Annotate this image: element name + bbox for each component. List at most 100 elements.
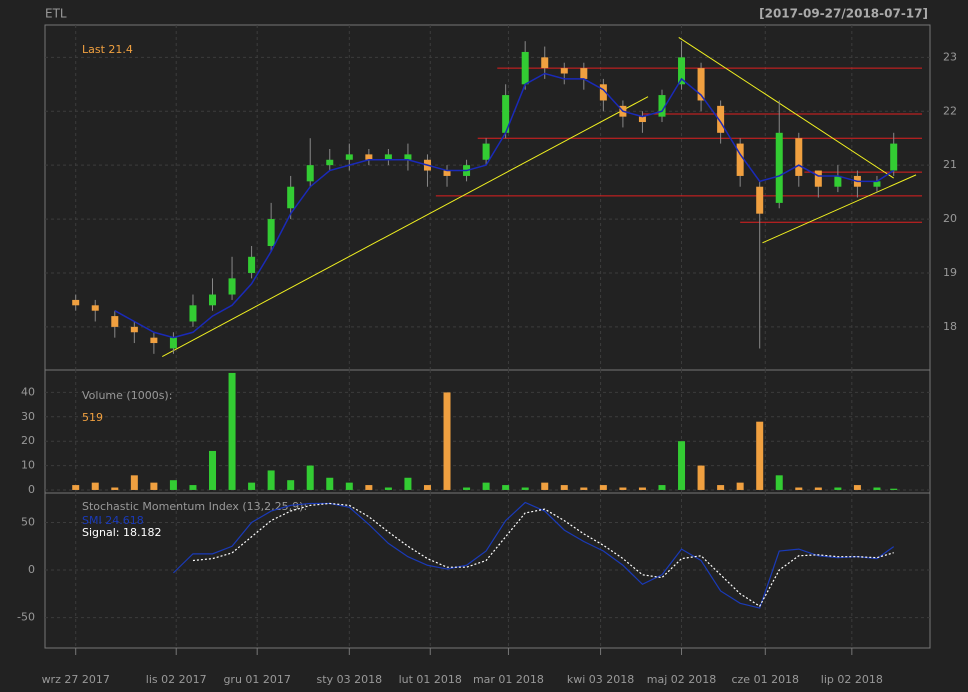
x-tick-label: lip 02 2018 — [821, 673, 883, 686]
candle-body — [638, 116, 646, 123]
volume-bar — [404, 477, 412, 490]
volume-bar — [443, 392, 451, 490]
volume-bar — [697, 465, 705, 490]
volume-bar — [365, 485, 373, 490]
volume-bar — [306, 465, 314, 490]
candle-body — [678, 57, 686, 85]
volume-bar — [169, 480, 177, 490]
y-tick-label: 30 — [21, 410, 35, 423]
volume-bar — [756, 421, 764, 490]
candle-body — [228, 278, 236, 295]
volume-bar — [795, 487, 803, 490]
panel-title: Volume (1000s): — [82, 389, 172, 402]
candle-body — [482, 143, 490, 160]
candle-body — [111, 316, 119, 327]
volume-bar — [580, 487, 588, 490]
volume-bar — [209, 450, 217, 490]
candle-body — [521, 51, 529, 85]
candle-body — [248, 256, 256, 273]
volume-bar — [638, 487, 646, 490]
candle-body — [795, 138, 803, 176]
y-tick-label: 23 — [943, 50, 957, 63]
y-tick-label: 19 — [943, 266, 957, 279]
candle-body — [775, 132, 783, 203]
trend-line — [762, 174, 917, 244]
candle-body — [658, 95, 666, 117]
y-tick-label: 10 — [21, 459, 35, 472]
y-tick-label: 40 — [21, 385, 35, 398]
volume-bar — [560, 485, 568, 490]
volume-bar — [853, 485, 861, 490]
volume-bar — [541, 482, 549, 490]
x-tick-label: wrz 27 2017 — [42, 673, 110, 686]
y-tick-label: 20 — [21, 434, 35, 447]
legend-label: Signal: 18.182 — [82, 526, 161, 539]
candle-body — [306, 165, 314, 182]
volume-bar — [482, 482, 490, 490]
candle-body — [404, 154, 412, 160]
candle-body — [443, 170, 451, 176]
last-label: Last 21.4 — [82, 43, 133, 56]
candle-body — [560, 68, 568, 74]
candle-body — [345, 154, 353, 160]
candle-body — [890, 143, 898, 171]
y-tick-label: -50 — [17, 611, 35, 624]
x-tick-label: lut 01 2018 — [399, 673, 462, 686]
volume-bar — [717, 485, 725, 490]
candle-body — [365, 154, 373, 160]
y-tick-label: 50 — [21, 515, 35, 528]
indicator-line — [192, 502, 894, 608]
trend-line — [162, 96, 649, 357]
volume-bar — [189, 485, 197, 490]
volume-bar — [775, 475, 783, 490]
volume-bar — [72, 485, 80, 490]
trend-line — [678, 36, 894, 179]
x-tick-label: lis 02 2017 — [146, 673, 207, 686]
candle-body — [873, 181, 881, 187]
candle-body — [130, 326, 138, 333]
volume-bar — [423, 485, 431, 490]
volume-bar — [150, 482, 158, 490]
volume-bar — [248, 482, 256, 490]
candle-body — [736, 143, 744, 176]
x-tick-label: gru 01 2017 — [223, 673, 290, 686]
y-tick-label: 18 — [943, 320, 957, 333]
y-tick-label: 21 — [943, 158, 957, 171]
candle-body — [72, 299, 80, 306]
candle-body — [384, 154, 392, 160]
volume-bar — [384, 487, 392, 490]
volume-bar — [521, 487, 529, 490]
candle-body — [267, 219, 275, 247]
volume-bar — [814, 487, 822, 490]
volume-bar — [267, 470, 275, 490]
panel-title: Stochastic Momentum Index (13,2,25,9): — [82, 500, 307, 513]
x-tick-label: maj 02 2018 — [647, 673, 717, 686]
volume-bar — [326, 477, 334, 490]
candle-body — [697, 68, 705, 101]
volume-bar — [130, 475, 138, 490]
candle-body — [169, 337, 177, 349]
candle-body — [756, 186, 764, 214]
candle-body — [541, 57, 549, 69]
volume-bar — [502, 485, 510, 490]
volume-bar — [678, 441, 686, 490]
y-tick-label: 22 — [943, 104, 957, 117]
candle-body — [502, 95, 510, 133]
candle-body — [814, 170, 822, 187]
y-tick-label: 20 — [943, 212, 957, 225]
candle-body — [287, 186, 295, 209]
volume-bar — [463, 487, 471, 490]
candle-body — [834, 175, 842, 187]
candle-body — [150, 337, 158, 344]
volume-bar — [736, 482, 744, 490]
x-tick-label: kwi 03 2018 — [567, 673, 634, 686]
candle-body — [326, 159, 334, 166]
last-label: 519 — [82, 411, 103, 424]
candle-body — [209, 294, 217, 306]
candle-body — [717, 105, 725, 133]
volume-bar — [658, 485, 666, 490]
volume-bar — [91, 482, 99, 490]
candle-body — [580, 68, 588, 79]
